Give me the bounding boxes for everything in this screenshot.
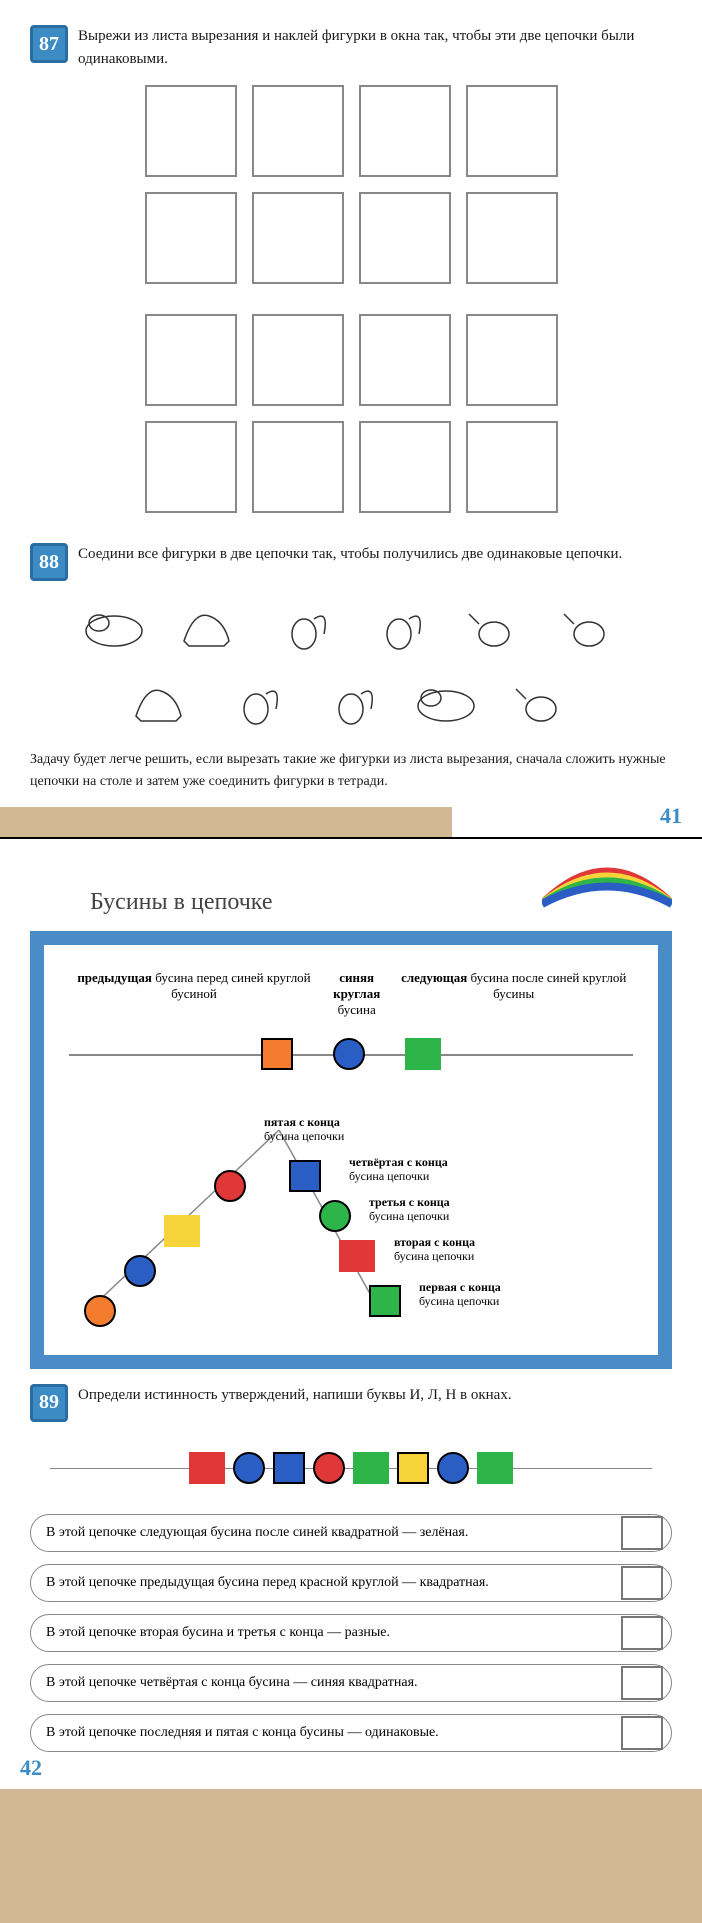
chain-row [30, 85, 672, 177]
bead [397, 1452, 429, 1484]
task-89-head: 89 Определи истинность утверждений, напи… [30, 1384, 672, 1422]
labels-row: предыдущая бусина перед синей круглой бу… [69, 970, 633, 1018]
bead [477, 1452, 513, 1484]
diagonal-chain: пятая с концабусина цепочки четвёртая с … [69, 1100, 633, 1330]
bead [353, 1452, 389, 1484]
empty-box [252, 85, 344, 177]
animals-88 [30, 596, 672, 731]
bead-square-orange [261, 1038, 293, 1070]
chain-group-2 [30, 314, 672, 513]
squirrel-icon [264, 596, 344, 656]
statement: В этой цепочке вторая бусина и третья с … [30, 1614, 672, 1652]
rainbow-icon [542, 859, 672, 909]
bead [164, 1215, 200, 1247]
empty-box [466, 314, 558, 406]
bead [84, 1295, 116, 1327]
task-87-head: 87 Вырежи из листа вырезания и наклей фи… [30, 25, 672, 70]
empty-box [145, 314, 237, 406]
hippo-icon [406, 671, 486, 731]
bead [214, 1170, 246, 1202]
pelican-icon [549, 596, 629, 656]
squirrel-icon [359, 596, 439, 656]
task-88-text: Соедини все фигурки в две цепочки так, ч… [78, 543, 622, 581]
tan-strip [0, 807, 452, 837]
empty-box [252, 314, 344, 406]
empty-box [466, 85, 558, 177]
beads-line-1 [69, 1028, 633, 1080]
chains-87 [30, 85, 672, 513]
empty-box [252, 192, 344, 284]
page-42: Бусины в цепочке предыдущая бусина перед… [0, 839, 702, 1789]
dinosaur-icon [169, 596, 249, 656]
bead [124, 1255, 156, 1287]
bead [289, 1160, 321, 1192]
task-87-text: Вырежи из листа вырезания и наклей фигур… [78, 25, 672, 70]
empty-box [466, 192, 558, 284]
hippo-icon [74, 596, 154, 656]
pelican-icon [501, 671, 581, 731]
bead [189, 1452, 225, 1484]
empty-box [359, 314, 451, 406]
empty-box [252, 421, 344, 513]
page-41: 87 Вырежи из листа вырезания и наклей фи… [0, 0, 702, 839]
squirrel-icon [311, 671, 391, 731]
page-number: 41 [660, 803, 682, 829]
statement: В этой цепочке последняя и пятая с конца… [30, 1714, 672, 1752]
bead [273, 1452, 305, 1484]
task-87-badge: 87 [30, 25, 68, 63]
task-89-badge: 89 [30, 1384, 68, 1422]
bead [233, 1452, 265, 1484]
bead [313, 1452, 345, 1484]
statements-89: В этой цепочке следующая бусина после си… [30, 1514, 672, 1752]
empty-box [145, 85, 237, 177]
empty-box [466, 421, 558, 513]
squirrel-icon [216, 671, 296, 731]
bead-triangle-green [405, 1038, 441, 1070]
chain-group-1 [30, 85, 672, 284]
statement: В этой цепочке четвёртая с конца бусина … [30, 1664, 672, 1702]
empty-box [145, 421, 237, 513]
bead [319, 1200, 351, 1232]
chain-89 [30, 1442, 672, 1494]
theory-frame: предыдущая бусина перед синей круглой бу… [30, 931, 672, 1369]
empty-box [359, 421, 451, 513]
statement: В этой цепочке следующая бусина после си… [30, 1514, 672, 1552]
task-88-hint: Задачу будет легче решить, если вырезать… [30, 749, 672, 794]
statement: В этой цепочке предыдущая бусина перед к… [30, 1564, 672, 1602]
empty-box [145, 192, 237, 284]
chain-row [30, 421, 672, 513]
bead [369, 1285, 401, 1317]
dinosaur-icon [121, 671, 201, 731]
empty-box [359, 192, 451, 284]
page-number: 42 [20, 1755, 42, 1781]
pelican-icon [454, 596, 534, 656]
bead-circle-blue [333, 1038, 365, 1070]
chain-row [30, 192, 672, 284]
task-89-text: Определи истинность утверждений, напиши … [78, 1384, 512, 1422]
chain-row [30, 314, 672, 406]
empty-box [359, 85, 451, 177]
task-88-head: 88 Соедини все фигурки в две цепочки так… [30, 543, 672, 581]
task-88-badge: 88 [30, 543, 68, 581]
bead [437, 1452, 469, 1484]
bead [339, 1240, 375, 1272]
